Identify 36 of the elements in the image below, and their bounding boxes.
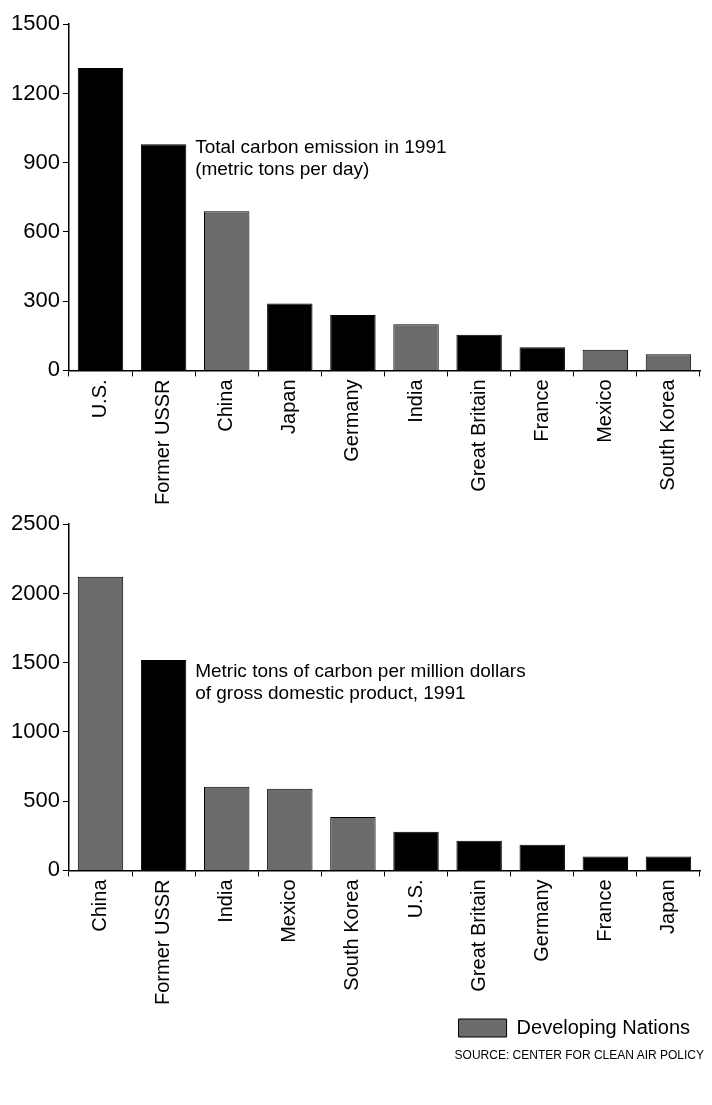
x-tick-label: Germany [340,379,363,462]
x-tick-label: U.S. [403,879,426,919]
y-tick-label: 2500 [10,510,60,536]
y-tick-label: 1200 [10,79,60,105]
text: Metric tons of carbon per million dollars of gross domestic product, 1991 [195,660,526,704]
x-tick-label: U.S. [88,379,111,419]
x-tick-label: France [592,879,615,942]
x-tick-label: South Korea [655,378,678,491]
x-tick-label: Mexico [592,379,615,443]
y-tick-label: 600 [23,218,60,243]
y-tick-label: 0 [47,856,60,882]
x-tick-label: South Korea [340,878,363,991]
x-tick-label: Mexico [277,879,300,943]
y-tick-label: 300 [23,287,60,313]
x-tick-label: Japan [277,379,300,434]
x-tick-label: France [529,379,552,442]
y-tick-label: 2000 [10,579,60,605]
text: Total carbon emission in 1991 (metric tons per day) [195,136,447,180]
x-tick-label: Former USSR [151,379,174,506]
y-tick-label: 1500 [10,10,60,36]
x-tick-label: China [88,878,111,932]
x-tick-label: Germany [529,879,552,962]
y-tick-label: 0 [47,356,60,382]
x-tick-label: Great Britain [466,379,489,492]
y-tick-label: 900 [23,148,60,174]
x-tick-label: India [403,378,426,423]
source-note: SOURCE: CENTER FOR CLEAN AIR POLICY [453,1048,704,1062]
x-tick-label: Great Britain [466,879,489,992]
x-tick-label: India [214,878,237,923]
x-tick-label: Former USSR [151,879,174,1006]
y-tick-label: 1000 [10,718,60,743]
x-tick-label: China [214,378,237,432]
y-tick-label: 500 [23,787,60,813]
legend-label: Developing Nations [516,1015,690,1038]
y-tick-label: 1500 [10,648,60,674]
x-tick-label: Japan [655,879,678,934]
